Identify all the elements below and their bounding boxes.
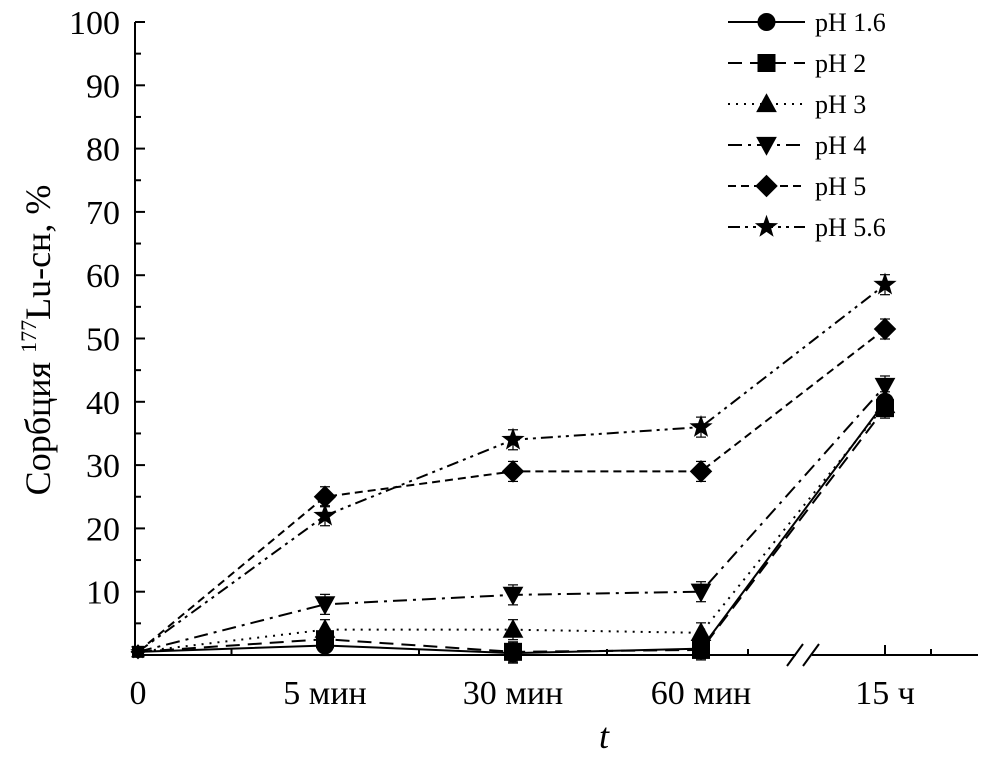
y-tick-label: 70 [86, 195, 120, 232]
marker-star [873, 272, 897, 295]
y-tick-label: 20 [86, 511, 120, 548]
marker-diamond [689, 460, 713, 483]
marker-triangle-up [874, 394, 896, 414]
marker-star [689, 415, 713, 437]
marker-triangle-down [502, 586, 524, 606]
marker-star [130, 643, 146, 659]
marker-circle [757, 13, 776, 31]
marker-star [313, 503, 337, 526]
marker-triangle-down [756, 136, 777, 156]
x-tick-label: 5 мин [283, 675, 366, 712]
marker-triangle-down [314, 596, 336, 616]
marker-square [692, 640, 710, 659]
legend-label: pH 5.6 [815, 213, 886, 242]
y-tick-label: 10 [86, 575, 120, 612]
marker-star [754, 214, 779, 237]
y-tick-label: 50 [86, 322, 120, 359]
y-tick-label: 100 [69, 5, 120, 42]
x-tick-label: 0 [130, 675, 147, 712]
marker-diamond [501, 460, 525, 483]
marker-triangle-down [874, 377, 896, 397]
legend-label: pH 1.6 [815, 8, 886, 37]
marker-square [757, 54, 776, 72]
marker-triangle-up [756, 93, 777, 113]
x-tick-label: 15 ч [855, 675, 915, 712]
marker-triangle-up [690, 622, 712, 641]
axis-break-mark [802, 643, 820, 667]
marker-triangle-up [314, 618, 336, 638]
marker-diamond [313, 485, 337, 508]
y-tick-label: 90 [86, 68, 120, 105]
marker-diamond [755, 174, 778, 198]
x-tick-label: 60 мин [651, 675, 751, 712]
series-line [137, 385, 886, 653]
legend-label: pH 3 [815, 90, 866, 119]
legend-label: pH 2 [815, 49, 866, 78]
series-line [137, 328, 886, 653]
legend-label: pH 5 [815, 172, 866, 201]
marker-diamond [873, 317, 897, 341]
marker-triangle-down [690, 583, 712, 603]
legend: pH 1.6 pH 2 pH 3 pH 4 pH 5 pH 5.6 [728, 8, 886, 242]
marker-triangle-up [502, 618, 524, 638]
y-tick-label: 30 [86, 448, 120, 485]
y-tick-label: 60 [86, 258, 120, 295]
legend-label: pH 4 [815, 131, 866, 160]
y-axis-title: Сорбция 177Lu-сн, % [16, 185, 58, 496]
series-markers [130, 272, 897, 664]
axis-break-mark [786, 643, 804, 667]
y-tick-label: 80 [86, 132, 120, 169]
marker-square [504, 642, 522, 661]
marker-star [501, 427, 525, 450]
ticks: 10 20 30 40 50 60 70 80 90 100 0 5 мин 30 мин 60 мин 1… [69, 5, 932, 712]
x-tick-label: 30 мин [463, 675, 563, 712]
y-tick-label: 40 [86, 385, 120, 422]
x-axis-title: t [599, 716, 610, 756]
